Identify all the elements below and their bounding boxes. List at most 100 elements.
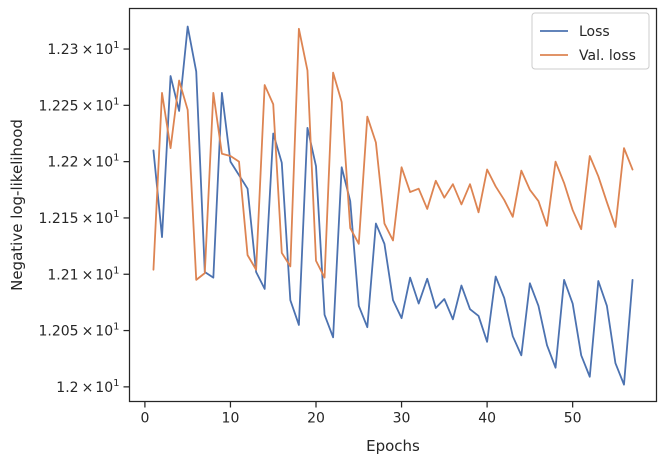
data-point — [563, 182, 565, 184]
x-tick-label: 0 — [140, 411, 149, 427]
data-point — [495, 276, 497, 278]
data-point — [426, 208, 428, 210]
data-point — [178, 110, 180, 112]
data-point — [238, 161, 240, 163]
data-point — [392, 299, 394, 301]
data-point — [230, 161, 232, 163]
legend-label-loss: Loss — [579, 24, 610, 40]
data-point — [204, 272, 206, 274]
data-point — [221, 153, 223, 155]
x-tick-label: 40 — [478, 411, 496, 427]
data-point — [153, 149, 155, 151]
series-line-val-loss — [152, 27, 634, 281]
data-point — [307, 70, 309, 72]
data-point — [332, 336, 334, 338]
data-point — [409, 191, 411, 193]
data-point — [555, 161, 557, 163]
data-point — [384, 243, 386, 245]
data-point — [478, 211, 480, 213]
data-point — [264, 288, 266, 290]
data-point — [187, 26, 189, 28]
data-point — [623, 147, 625, 149]
series-lines — [152, 25, 634, 386]
data-point — [538, 305, 540, 307]
data-point — [615, 226, 617, 228]
data-point — [230, 155, 232, 157]
data-point — [615, 362, 617, 364]
y-tick-label: 1.23 × 101 — [47, 40, 119, 58]
data-point — [580, 228, 582, 230]
data-point — [349, 200, 351, 202]
data-point — [435, 180, 437, 182]
data-point — [546, 344, 548, 346]
x-tick-label: 30 — [393, 411, 411, 427]
y-tick-label: 1.21 × 101 — [47, 265, 119, 283]
data-point — [298, 28, 300, 30]
x-axis-ticks: 0 10 20 30 40 50 — [140, 401, 582, 427]
x-tick-label: 10 — [222, 411, 240, 427]
data-point — [307, 127, 309, 129]
data-point — [247, 188, 249, 190]
y-axis-ticks: 1.2 × 101 1.205 × 101 1.21 × 101 1.215 × 101 1.22 × 10… — [38, 40, 130, 396]
data-point — [341, 101, 343, 103]
data-point — [272, 103, 274, 105]
data-point — [281, 162, 283, 164]
data-point — [486, 341, 488, 343]
data-point — [315, 165, 317, 167]
y-tick-label: 1.225 × 101 — [38, 96, 119, 114]
data-point — [195, 71, 197, 73]
data-point — [495, 186, 497, 188]
data-point — [589, 155, 591, 157]
data-point — [341, 166, 343, 168]
data-point — [358, 305, 360, 307]
data-point — [572, 209, 574, 211]
data-point — [572, 303, 574, 305]
data-point — [375, 223, 377, 225]
data-point — [520, 354, 522, 356]
y-tick-label: 1.205 × 101 — [38, 322, 119, 340]
y-tick-label: 1.22 × 101 — [47, 153, 119, 171]
data-point — [401, 317, 403, 319]
x-axis-label: Epochs — [366, 437, 420, 455]
data-point — [443, 197, 445, 199]
data-point — [195, 279, 197, 281]
data-point — [555, 367, 557, 369]
data-point — [435, 307, 437, 309]
data-point — [563, 279, 565, 281]
data-point — [512, 335, 514, 337]
legend-label-val-loss: Val. loss — [579, 48, 636, 64]
data-point — [358, 243, 360, 245]
data-point — [178, 80, 180, 82]
data-point — [161, 236, 163, 238]
data-point — [212, 92, 214, 94]
data-point — [409, 277, 411, 279]
data-point — [623, 384, 625, 386]
data-point — [324, 314, 326, 316]
data-point — [289, 265, 291, 267]
data-point — [632, 279, 634, 281]
data-point — [520, 170, 522, 172]
data-point — [632, 169, 634, 171]
data-point — [529, 189, 531, 191]
data-point — [589, 376, 591, 378]
data-point — [469, 308, 471, 310]
data-point — [384, 223, 386, 225]
y-axis-label: Negative log-likelihood — [8, 119, 26, 291]
data-point — [212, 277, 214, 279]
data-point — [153, 269, 155, 271]
series-line-loss — [152, 25, 634, 386]
data-point — [529, 282, 531, 284]
data-point — [426, 278, 428, 280]
data-point — [170, 147, 172, 149]
data-point — [401, 166, 403, 168]
data-point — [255, 271, 257, 273]
x-tick-label: 20 — [307, 411, 325, 427]
data-point — [486, 169, 488, 171]
data-point — [443, 298, 445, 300]
data-point — [187, 109, 189, 111]
y-tick-label: 1.215 × 101 — [38, 209, 119, 227]
data-point — [247, 254, 249, 256]
data-point — [418, 188, 420, 190]
data-point — [503, 297, 505, 299]
